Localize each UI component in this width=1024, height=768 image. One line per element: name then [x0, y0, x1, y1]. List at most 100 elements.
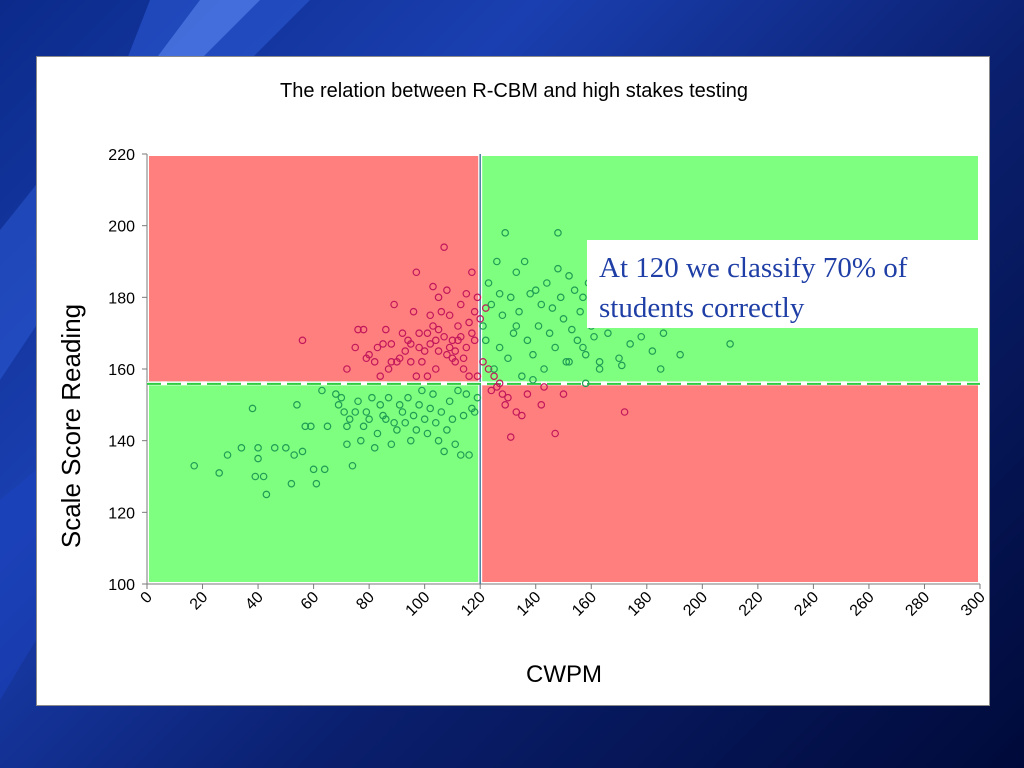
data-point — [445, 311, 454, 320]
data-point — [412, 372, 421, 380]
chart-title: The relation between R-CBM and high stak… — [280, 80, 748, 102]
data-point — [390, 300, 398, 309]
data-point — [237, 444, 246, 452]
data-point — [590, 332, 598, 341]
data-point — [323, 422, 332, 431]
data-point — [529, 375, 537, 384]
data-point — [468, 329, 476, 337]
data-point — [456, 300, 465, 309]
data-point — [576, 307, 584, 316]
y-tick-label: 180 — [108, 290, 135, 307]
data-point — [381, 415, 390, 423]
y-tick-label: 140 — [108, 434, 135, 451]
data-point — [409, 307, 418, 316]
y-tick-label: 120 — [108, 505, 135, 522]
data-point — [476, 315, 485, 323]
y-tick-label: 160 — [108, 362, 135, 379]
y-tick-label: 220 — [108, 147, 135, 164]
data-point — [365, 415, 373, 423]
data-point — [637, 332, 646, 341]
data-point — [404, 393, 412, 402]
data-point — [307, 422, 315, 431]
data-point — [415, 401, 423, 409]
x-tick-label: 0 — [138, 589, 156, 607]
data-point — [384, 393, 393, 402]
data-point — [390, 418, 398, 427]
data-point — [309, 465, 318, 474]
data-point — [568, 325, 576, 334]
data-point — [384, 365, 393, 373]
data-point — [481, 336, 490, 345]
data-point — [523, 390, 532, 398]
x-tick-label: 280 — [902, 589, 933, 620]
region-0 — [149, 156, 479, 382]
data-point — [412, 268, 421, 277]
data-point — [495, 379, 504, 388]
data-point — [443, 350, 451, 359]
data-point — [365, 350, 373, 359]
data-point — [381, 325, 390, 334]
x-tick-label: 60 — [298, 589, 323, 614]
y-tick-label: 200 — [108, 219, 135, 236]
data-point — [451, 358, 460, 366]
data-point — [351, 343, 360, 352]
data-point — [540, 383, 548, 391]
x-tick-label: 160 — [569, 589, 600, 620]
data-point — [484, 279, 493, 287]
data-point — [656, 365, 665, 373]
data-point — [620, 408, 629, 416]
data-point — [554, 229, 562, 237]
data-point — [190, 461, 199, 470]
data-point — [454, 322, 462, 330]
data-point — [556, 293, 565, 302]
scatter-chart: The relation between R-CBM and high stak… — [56, 80, 989, 688]
data-point — [676, 350, 684, 359]
data-point — [440, 243, 448, 251]
data-point — [343, 422, 351, 431]
data-point — [406, 358, 415, 366]
data-point — [354, 397, 362, 406]
data-point — [501, 229, 509, 237]
data-point — [368, 393, 376, 402]
data-point — [340, 408, 348, 416]
data-point — [540, 365, 548, 373]
data-point — [470, 307, 479, 316]
data-point — [534, 322, 543, 330]
data-point — [520, 257, 529, 266]
data-point — [595, 365, 604, 373]
x-tick-label: 20 — [187, 589, 212, 614]
data-point — [615, 354, 623, 363]
data-point — [362, 408, 371, 416]
data-point — [248, 404, 257, 413]
data-point — [393, 426, 401, 434]
data-point — [440, 332, 448, 341]
data-point — [554, 264, 562, 273]
data-point — [459, 354, 468, 363]
x-tick-label: 220 — [736, 589, 767, 620]
data-point — [479, 322, 487, 330]
data-point — [581, 350, 590, 359]
data-point — [443, 286, 451, 294]
data-point — [401, 418, 410, 427]
data-point — [423, 372, 432, 380]
data-point — [395, 354, 404, 363]
data-point — [298, 447, 307, 456]
data-point — [448, 336, 457, 345]
data-point — [512, 322, 521, 330]
data-point — [320, 465, 329, 474]
data-point — [626, 340, 634, 348]
chart-panel: The relation between R-CBM and high stak… — [36, 56, 990, 706]
data-point — [498, 311, 507, 320]
x-tick-label: 180 — [625, 589, 656, 620]
data-point — [579, 293, 587, 302]
classification-regions — [149, 156, 978, 582]
data-point — [373, 429, 382, 438]
data-point — [501, 401, 509, 409]
data-point — [515, 307, 523, 316]
data-point — [401, 347, 410, 355]
data-point — [215, 469, 223, 477]
data-point — [456, 332, 465, 341]
x-axis-ticks: 0 20 40 60 80 100 120 140 160 180 200 220 240 260 280 3… — [138, 584, 989, 620]
data-point — [462, 289, 471, 298]
data-point — [512, 268, 521, 277]
